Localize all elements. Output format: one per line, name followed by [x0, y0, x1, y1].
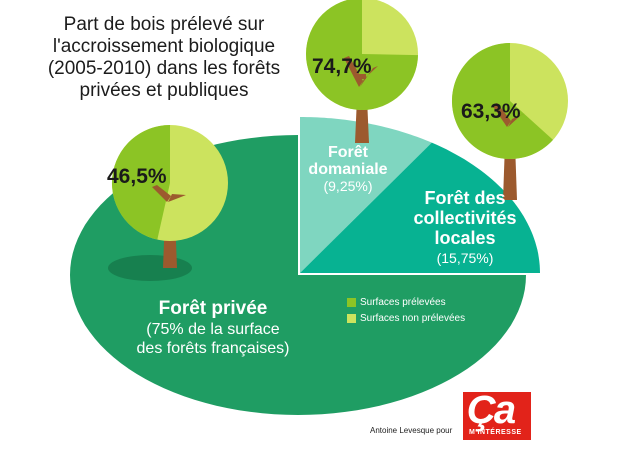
legend-item-non-prelevee: Surfaces non prélevées: [347, 311, 465, 325]
tree-domaniale: [306, 0, 418, 143]
slice-foret-collectivites: [300, 142, 540, 273]
legend-label-non-prelevee: Surfaces non prélevées: [360, 312, 466, 324]
title-line: privées et publiques: [79, 80, 249, 101]
harvest-label-collectivites: 63,3%: [461, 100, 521, 123]
tree-shadow: [108, 255, 192, 281]
collectivites-name-line: locales: [434, 228, 496, 248]
privee-note-line: des forêts françaises): [136, 340, 290, 357]
credit-text: Antoine Levesque pour: [370, 426, 453, 435]
slice-foret-domaniale: [300, 117, 432, 273]
tree-trunk-upper: [358, 74, 366, 79]
title-line: (2005-2010) dans les forêts: [47, 58, 281, 79]
tree-privee: [111, 124, 228, 268]
privee-note-line: (75% de la surface: [146, 321, 280, 338]
tree-branch: [344, 56, 363, 87]
logo-sub: M'INTÉRESSE: [469, 429, 522, 436]
harvest-label-domaniale: 74,7%: [312, 55, 372, 78]
tree-branch: [492, 103, 511, 127]
legend-swatch-prelevee: [347, 297, 356, 307]
label-foret-privee: Forêt privée (75% de la surface des forê…: [118, 298, 308, 358]
legend: Surfaces prélevées Surfaces non prélevée…: [347, 295, 465, 327]
tree-branch: [508, 113, 526, 127]
canopy-prelevee: [111, 124, 170, 240]
tree-branch: [168, 194, 186, 202]
label-foret-domaniale: Forêt domaniale (9,25%): [306, 144, 390, 195]
trees: [111, 0, 568, 268]
canopy-prelevee: [306, 0, 418, 110]
canopy-prelevee: [451, 42, 553, 159]
privee-name: Forêt privée: [158, 298, 268, 319]
collectivites-name-line: collectivités: [413, 208, 517, 228]
collectivites-note: (15,75%): [436, 250, 494, 266]
label-foret-collectivites: Forêt des collectivités locales (15,75%): [400, 188, 530, 268]
domaniale-note: (9,25%): [323, 178, 373, 194]
title-line: Part de bois prélevé sur: [63, 14, 265, 35]
legend-item-prelevee: Surfaces prélevées: [347, 295, 465, 309]
logo-main: Ça: [467, 388, 516, 432]
harvest-label-privee: 46,5%: [107, 165, 167, 188]
legend-label-prelevee: Surfaces prélevées: [360, 296, 446, 308]
tree-branch: [152, 185, 171, 202]
title-line: l'accroissement biologique: [52, 36, 276, 57]
domaniale-name-line: Forêt: [328, 144, 368, 161]
legend-swatch-non-prelevee: [347, 313, 356, 323]
ca-minteresse-logo: Ça M'INTÉRESSE: [463, 388, 531, 440]
domaniale-name-line: domaniale: [308, 161, 388, 178]
collectivites-name-line: Forêt des: [424, 188, 506, 208]
tree-collectivites: [451, 42, 568, 200]
chart-title: Part de bois prélevé sur l'accroissement…: [30, 14, 298, 102]
